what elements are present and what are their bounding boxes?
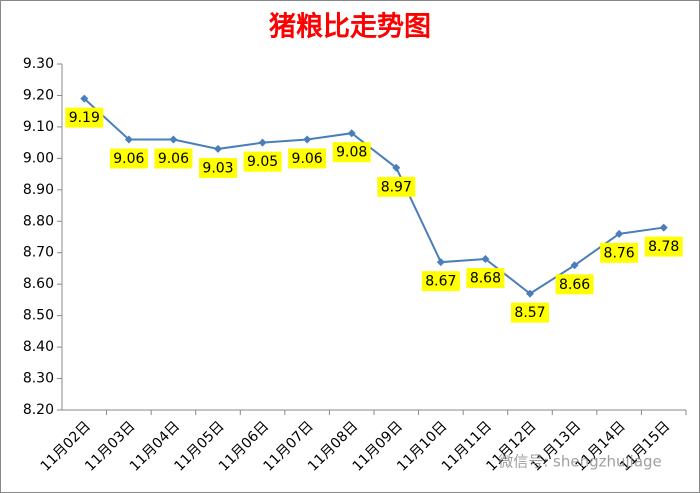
value-label-bg [65, 107, 104, 128]
value-label-bg [644, 236, 683, 257]
value-label: 9.06 [113, 151, 144, 167]
value-label: 9.08 [336, 145, 367, 161]
value-label-bg [421, 271, 460, 292]
chart-title: 猪粮比走势图 [269, 11, 431, 43]
value-label-bg [243, 151, 282, 172]
y-tick-label: 8.70 [23, 245, 54, 261]
point [481, 255, 490, 264]
value-label: 8.68 [470, 271, 501, 287]
y-tick-label: 8.90 [23, 182, 54, 198]
point [570, 261, 579, 270]
value-label: 9.03 [202, 160, 233, 176]
value-label-bg [288, 148, 327, 169]
y-tick-label: 9.20 [23, 87, 54, 103]
value-label: 9.19 [69, 110, 100, 126]
value-label-bg [600, 242, 639, 263]
value-label-bg [154, 148, 193, 169]
value-label-bg [332, 142, 371, 163]
point [392, 163, 401, 172]
value-label: 8.67 [425, 274, 456, 290]
value-label: 8.57 [514, 305, 545, 321]
point [169, 135, 178, 144]
point [303, 135, 312, 144]
value-label-bg [377, 176, 416, 197]
point [436, 258, 445, 267]
value-label: 8.78 [648, 239, 679, 255]
value-label-bg [511, 302, 549, 323]
y-tick-label: 8.60 [23, 276, 54, 292]
value-label-bg [109, 148, 148, 169]
y-tick-label: 9.00 [23, 150, 54, 166]
y-tick-label: 8.50 [23, 308, 54, 324]
value-label: 9.06 [158, 151, 189, 167]
value-label: 8.76 [604, 245, 635, 261]
point [124, 135, 133, 144]
point [615, 229, 624, 238]
y-tick-label: 8.40 [23, 339, 54, 355]
value-label-bg [199, 157, 237, 178]
point [659, 223, 668, 232]
point [526, 289, 534, 298]
value-label: 8.97 [381, 179, 412, 195]
value-label-bg [555, 274, 594, 295]
point [347, 129, 356, 138]
point [214, 144, 222, 153]
y-tick-label: 9.10 [23, 119, 54, 135]
value-label: 8.66 [559, 277, 590, 293]
point [80, 94, 89, 103]
value-label-bg [466, 268, 505, 289]
value-label: 9.05 [247, 154, 278, 170]
watermark: 微信号: shengzhujiage [498, 453, 662, 471]
value-label: 9.06 [292, 151, 323, 167]
y-tick-label: 8.20 [23, 402, 54, 418]
point [258, 138, 267, 147]
y-tick-label: 9.30 [23, 56, 54, 72]
y-tick-label: 8.30 [23, 371, 54, 387]
y-tick-label: 8.80 [23, 213, 54, 229]
data-line [83, 97, 664, 295]
